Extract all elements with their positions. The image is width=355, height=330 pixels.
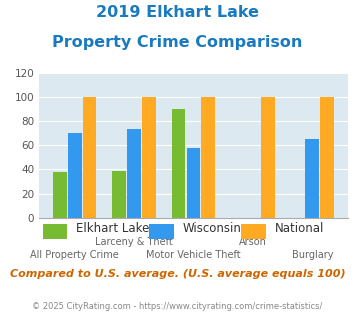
Text: Arson: Arson (239, 237, 267, 247)
Text: Motor Vehicle Theft: Motor Vehicle Theft (146, 250, 241, 260)
Text: Property Crime Comparison: Property Crime Comparison (52, 35, 303, 50)
Bar (172, 109, 185, 218)
Text: Larceny & Theft: Larceny & Theft (95, 237, 173, 247)
Bar (142, 97, 156, 218)
Text: All Property Crime: All Property Crime (30, 250, 119, 260)
Bar (305, 139, 319, 218)
Text: Burglary: Burglary (291, 250, 333, 260)
Bar (83, 97, 96, 218)
Text: National: National (275, 222, 324, 235)
Bar (187, 148, 200, 218)
Bar (53, 172, 67, 218)
Bar (113, 171, 126, 218)
Bar (68, 133, 82, 218)
Bar (202, 97, 215, 218)
Text: © 2025 CityRating.com - https://www.cityrating.com/crime-statistics/: © 2025 CityRating.com - https://www.city… (32, 302, 323, 311)
Text: 2019 Elkhart Lake: 2019 Elkhart Lake (96, 5, 259, 20)
Text: Compared to U.S. average. (U.S. average equals 100): Compared to U.S. average. (U.S. average … (10, 269, 345, 279)
Bar (261, 97, 274, 218)
Bar (127, 129, 141, 218)
Text: Elkhart Lake: Elkhart Lake (76, 222, 150, 235)
Bar (320, 97, 334, 218)
Text: Wisconsin: Wisconsin (183, 222, 242, 235)
